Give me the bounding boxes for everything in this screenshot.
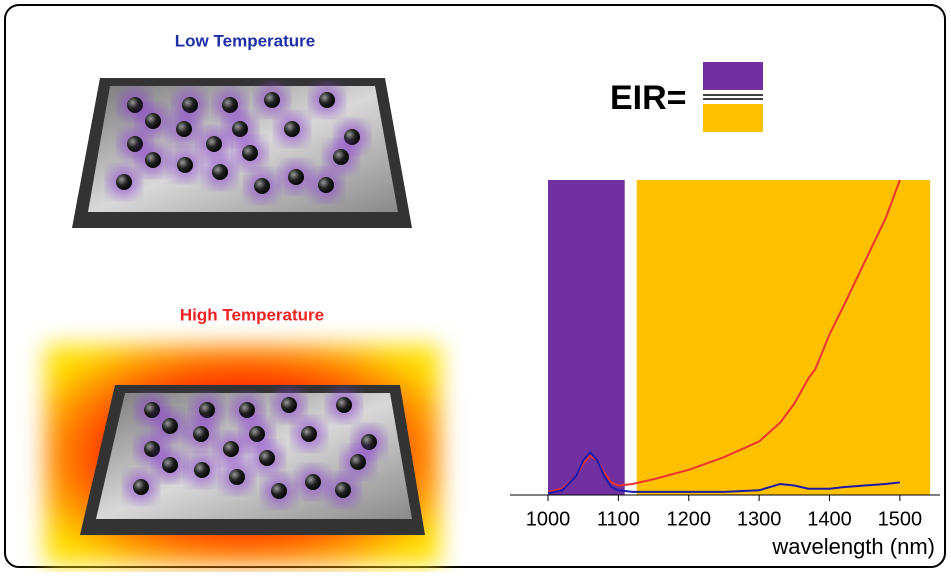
band	[637, 180, 930, 495]
particle	[242, 145, 258, 161]
particle	[127, 97, 143, 113]
particle	[127, 136, 143, 152]
particle	[271, 483, 287, 499]
eir-numerator	[703, 62, 763, 90]
particle	[254, 178, 270, 194]
particle	[162, 457, 178, 473]
particle	[145, 113, 161, 129]
particle	[194, 462, 210, 478]
x-tick-label: 1100	[597, 508, 640, 530]
particle	[229, 469, 245, 485]
particle	[223, 441, 239, 457]
particle	[193, 426, 209, 442]
x-tick-label: 1400	[807, 508, 852, 530]
x-tick-label: 1300	[737, 508, 782, 530]
particle	[335, 482, 351, 498]
particle	[333, 149, 349, 165]
x-tick-label: 1200	[667, 508, 712, 530]
particle	[176, 121, 192, 137]
particle	[144, 402, 160, 418]
low-label: Low Temperature	[175, 31, 315, 50]
band	[548, 180, 625, 495]
particle	[116, 174, 132, 190]
particle	[177, 157, 193, 173]
particle	[199, 402, 215, 418]
particle	[284, 121, 300, 137]
particle	[232, 121, 248, 137]
particle	[350, 454, 366, 470]
figure: Low Temperature High Temperature EIR= 10…	[0, 0, 951, 572]
eir-label: EIR=	[610, 79, 687, 117]
particle	[281, 397, 297, 413]
particle	[336, 397, 352, 413]
particle	[264, 92, 280, 108]
particle	[222, 97, 238, 113]
particle	[301, 426, 317, 442]
particle	[305, 474, 321, 490]
particle	[249, 426, 265, 442]
spectrum-chart: 1000 1100 1200 1300 1400 1500	[510, 180, 940, 530]
particle	[144, 441, 160, 457]
particle	[318, 177, 334, 193]
x-tick-label: 1000	[526, 508, 571, 530]
particle	[145, 152, 161, 168]
particle	[182, 97, 198, 113]
particle	[133, 479, 149, 495]
particle	[239, 402, 255, 418]
particle	[319, 92, 335, 108]
particle	[259, 450, 275, 466]
particle	[162, 418, 178, 434]
eir-denominator	[703, 104, 763, 132]
x-tick-label: 1500	[878, 508, 923, 530]
particle	[288, 169, 304, 185]
particle	[206, 136, 222, 152]
x-axis-label: wavelength (nm)	[771, 534, 935, 559]
particle	[212, 164, 228, 180]
high-label: High Temperature	[180, 305, 324, 324]
